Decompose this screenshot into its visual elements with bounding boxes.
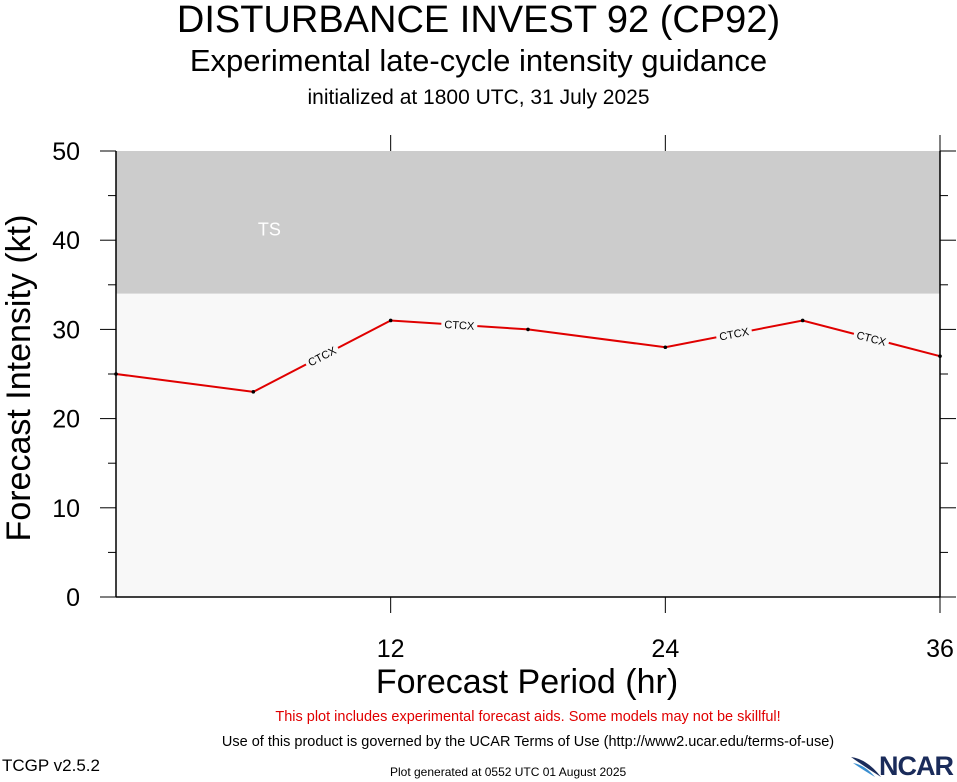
chart-subtitle: Experimental late-cycle intensity guidan…	[189, 43, 768, 78]
chart-title: DISTURBANCE INVEST 92 (CP92)	[176, 0, 781, 41]
data-point	[938, 354, 942, 358]
series-label-text: CTCX	[718, 326, 750, 344]
data-point	[526, 327, 530, 332]
series-label-text: CTCX	[444, 319, 475, 333]
data-point	[800, 318, 805, 323]
x-tick-label: 24	[651, 635, 679, 663]
series-inline-label: CTCX	[714, 323, 754, 345]
label-backdrop	[302, 341, 342, 371]
intensity-bands: TS	[116, 151, 940, 597]
ncar-logo: NCAR	[849, 750, 954, 781]
y-tick-label: 20	[52, 406, 80, 434]
label-backdrop	[852, 327, 891, 350]
terms-of-use[interactable]: Use of this product is governed by the U…	[221, 734, 835, 750]
data-point	[251, 390, 256, 394]
x-tick-label: 36	[926, 635, 954, 663]
y-axis-label: Forecast Intensity (kt)	[0, 215, 38, 542]
data-point	[114, 372, 118, 376]
x-axis-label: Forecast Period (hr)	[376, 663, 678, 701]
ncar-swoosh-icon	[851, 757, 881, 777]
x-tick-label: 12	[377, 635, 405, 663]
band-label: TS	[258, 220, 281, 240]
axis-ticks	[100, 135, 956, 613]
y-tick-label: 40	[52, 227, 80, 255]
axis-tick-labels: 0 10 20 30 40 50 12 24 36	[52, 138, 954, 663]
y-tick-label: 30	[52, 316, 80, 344]
label-backdrop	[714, 323, 754, 345]
initialization-time: initialized at 1800 UTC, 31 July 2025	[307, 86, 650, 109]
data-point	[388, 318, 393, 323]
version-label: TCGP v2.5.2	[2, 756, 100, 775]
intensity-band-0	[116, 151, 940, 294]
label-backdrop	[440, 316, 478, 334]
y-tick-label: 0	[66, 584, 80, 612]
ncar-logo-text: NCAR	[879, 750, 954, 781]
y-tick-label: 50	[52, 138, 80, 166]
experimental-warning: This plot includes experimental forecast…	[275, 709, 781, 725]
generated-timestamp: Plot generated at 0552 UTC 01 August 202…	[390, 765, 627, 779]
intensity-band-1	[116, 293, 940, 597]
series-inline-label: CTCX	[440, 316, 478, 334]
data-point	[663, 345, 668, 350]
y-tick-label: 10	[52, 495, 80, 523]
